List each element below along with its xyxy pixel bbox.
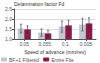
svg-text:0.005: 0.005: [79, 41, 92, 47]
svg-text:Delamination factor Fd: Delamination factor Fd: [14, 1, 65, 7]
svg-text:2.5: 2.5: [5, 6, 12, 12]
svg-text:BF+1 Filtered: BF+1 Filtered: [9, 57, 39, 63]
svg-text:Entire File: Entire File: [51, 57, 74, 63]
svg-text:1.0: 1.0: [5, 36, 12, 42]
svg-text:2.0: 2.0: [5, 16, 12, 22]
svg-text:0.1: 0.1: [62, 41, 69, 47]
svg-text:Speed of advance (mm/rev): Speed of advance (mm/rev): [24, 49, 86, 55]
svg-text:0.05: 0.05: [19, 41, 29, 47]
svg-text:0.055: 0.055: [38, 41, 51, 47]
svg-text:1.5: 1.5: [5, 26, 12, 32]
